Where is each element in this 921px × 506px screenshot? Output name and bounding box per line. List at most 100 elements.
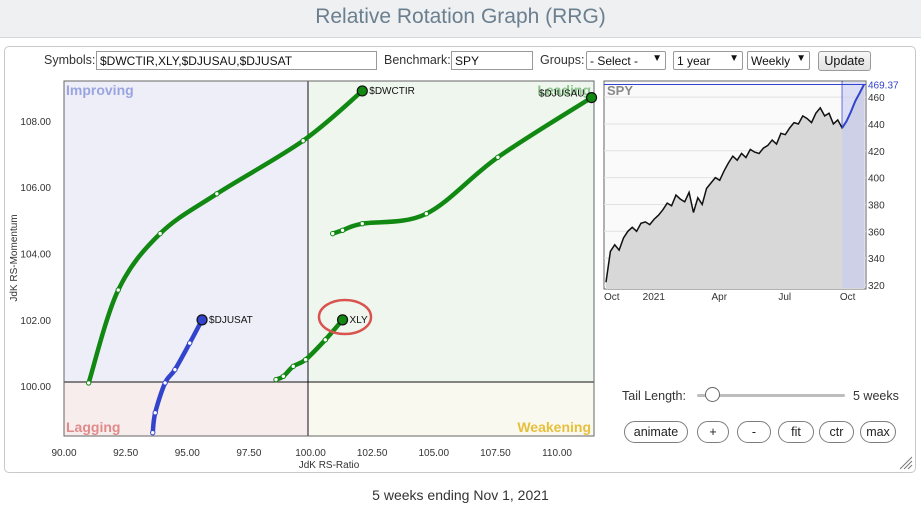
spy-price-line bbox=[605, 84, 865, 283]
quadrant-weakening bbox=[308, 382, 594, 436]
rrg-plot-border bbox=[63, 80, 595, 437]
tail-point-xly bbox=[290, 363, 296, 370]
series-label-xly: XLY bbox=[350, 315, 368, 326]
spy-y-tick-label: 400 bbox=[868, 174, 885, 185]
period-select[interactable]: 1 year ▼ bbox=[673, 51, 743, 70]
head-point-dwctir[interactable] bbox=[356, 85, 368, 97]
spy-y-tick-label: 320 bbox=[868, 281, 885, 292]
spy-y-tick-label: 340 bbox=[868, 254, 885, 265]
title-bar: Relative Rotation Graph (RRG) bbox=[0, 0, 921, 38]
animate-button[interactable]: animate bbox=[624, 421, 688, 443]
tail-point-djusau bbox=[329, 230, 336, 237]
zoom-in-button[interactable]: + bbox=[697, 421, 729, 443]
y-tick-label: 104.00 bbox=[20, 250, 51, 261]
y-tick-label: 100.00 bbox=[20, 382, 51, 393]
x-tick-label: 97.50 bbox=[236, 448, 261, 459]
spy-x-tick-label: Oct bbox=[604, 292, 620, 303]
tail-point-djusau bbox=[495, 154, 501, 161]
symbols-label: Symbols: bbox=[44, 53, 96, 67]
tail-point-djusau bbox=[359, 220, 365, 227]
spy-x-tick-label: 2021 bbox=[643, 292, 666, 303]
chevron-down-icon: ▼ bbox=[652, 53, 662, 64]
spy-y-tick-label: 440 bbox=[868, 120, 885, 131]
tail-point-xly bbox=[322, 337, 329, 343]
quadrant-label-leading: Leading bbox=[537, 82, 591, 98]
xly-highlight-circle bbox=[317, 298, 373, 336]
tail-point-djusau bbox=[339, 227, 346, 233]
spy-y-tick-label: 360 bbox=[868, 227, 885, 238]
y-axis-label: JdK RS-Momentum bbox=[9, 214, 20, 301]
chevron-down-icon: ▼ bbox=[729, 53, 739, 64]
tail-point-xly bbox=[280, 373, 287, 379]
spy-x-tick-label: Oct bbox=[840, 292, 856, 303]
y-tick-label: 106.00 bbox=[20, 183, 51, 194]
symbols-input[interactable]: $DWCTIR,XLY,$DJUSAU,$DJUSAT bbox=[96, 51, 377, 70]
spy-last-value-label: 469.37 bbox=[868, 81, 899, 92]
benchmark-label: Benchmark: bbox=[384, 53, 451, 67]
center-button[interactable]: ctr bbox=[819, 421, 854, 443]
max-button[interactable]: max bbox=[860, 421, 896, 443]
spy-y-tick-label: 380 bbox=[868, 200, 885, 211]
spy-recent-line bbox=[841, 84, 865, 129]
tail-point-djusat bbox=[172, 366, 178, 373]
tail-length-handle[interactable] bbox=[704, 387, 720, 402]
series-label-djusat: $DJUSAT bbox=[209, 315, 253, 326]
spy-x-tick-label: Jul bbox=[778, 292, 791, 303]
x-tick-label: 95.00 bbox=[175, 448, 200, 459]
x-tick-label: 110.00 bbox=[542, 448, 572, 459]
y-tick-label: 108.00 bbox=[20, 117, 51, 128]
y-tick-label: 102.00 bbox=[20, 316, 51, 327]
fit-button[interactable]: fit bbox=[778, 421, 814, 443]
series-label-djusau: $DJUSAU bbox=[539, 89, 585, 100]
spy-price-area bbox=[606, 84, 864, 289]
spy-y-tick-label: 460 bbox=[868, 93, 885, 104]
x-tick-label: 105.00 bbox=[418, 448, 449, 459]
x-tick-label: 102.50 bbox=[357, 448, 388, 459]
tail-length-slider[interactable] bbox=[697, 387, 845, 402]
quadrant-lagging bbox=[64, 382, 308, 436]
quadrant-label-improving: Improving bbox=[66, 82, 134, 98]
tail-point-xly bbox=[302, 356, 309, 363]
resize-grip-icon[interactable] bbox=[898, 455, 913, 470]
quadrant-label-weakening: Weakening bbox=[517, 419, 591, 435]
tail-point-djusat bbox=[187, 340, 193, 346]
tail-length-label: Tail Length: bbox=[622, 389, 686, 403]
series-label-dwctir: $DWCTIR bbox=[369, 86, 415, 97]
head-point-djusau[interactable] bbox=[585, 91, 598, 104]
tail-length-track bbox=[697, 394, 845, 397]
x-tick-label: 90.00 bbox=[51, 448, 76, 459]
spy-y-tick-label: 420 bbox=[868, 147, 885, 158]
update-button[interactable]: Update bbox=[818, 51, 871, 71]
spy-highlight-band bbox=[842, 82, 865, 288]
zoom-out-button[interactable]: - bbox=[737, 421, 771, 443]
frequency-select-value: Weekly bbox=[751, 54, 791, 68]
tail-point-xly bbox=[273, 376, 279, 383]
spy-x-tick-label: Apr bbox=[711, 292, 727, 303]
x-tick-label: 100.00 bbox=[295, 448, 326, 459]
benchmark-input[interactable]: SPY bbox=[451, 51, 533, 70]
tail-point-djusat bbox=[150, 429, 156, 436]
groups-label: Groups: bbox=[540, 53, 585, 67]
tail-length-value: 5 weeks bbox=[853, 389, 899, 403]
tail-point-djusat bbox=[152, 410, 158, 416]
tail-point-dwctir bbox=[214, 191, 220, 197]
chevron-down-icon: ▼ bbox=[796, 53, 806, 64]
tail-point-djusat bbox=[162, 380, 168, 386]
x-tick-label: 92.50 bbox=[113, 448, 138, 459]
frequency-select[interactable]: Weekly ▼ bbox=[747, 51, 810, 70]
head-point-djusat[interactable] bbox=[196, 314, 208, 326]
page-title: Relative Rotation Graph (RRG) bbox=[315, 5, 606, 28]
tail-point-djusau bbox=[423, 211, 430, 217]
spy-chart-title: SPY bbox=[607, 83, 633, 98]
groups-select-value: - Select - bbox=[590, 54, 639, 68]
quadrant-label-lagging: Lagging bbox=[66, 419, 120, 435]
tail-point-dwctir bbox=[300, 138, 306, 144]
head-point-xly[interactable] bbox=[336, 314, 349, 326]
tail-dwctir bbox=[86, 88, 365, 386]
groups-select[interactable]: - Select - ▼ bbox=[586, 51, 666, 70]
x-tick-label: 107.50 bbox=[480, 448, 511, 459]
footer-caption: 5 weeks ending Nov 1, 2021 bbox=[372, 487, 549, 503]
tail-point-dwctir bbox=[157, 230, 163, 237]
tail-point-dwctir bbox=[85, 380, 92, 386]
